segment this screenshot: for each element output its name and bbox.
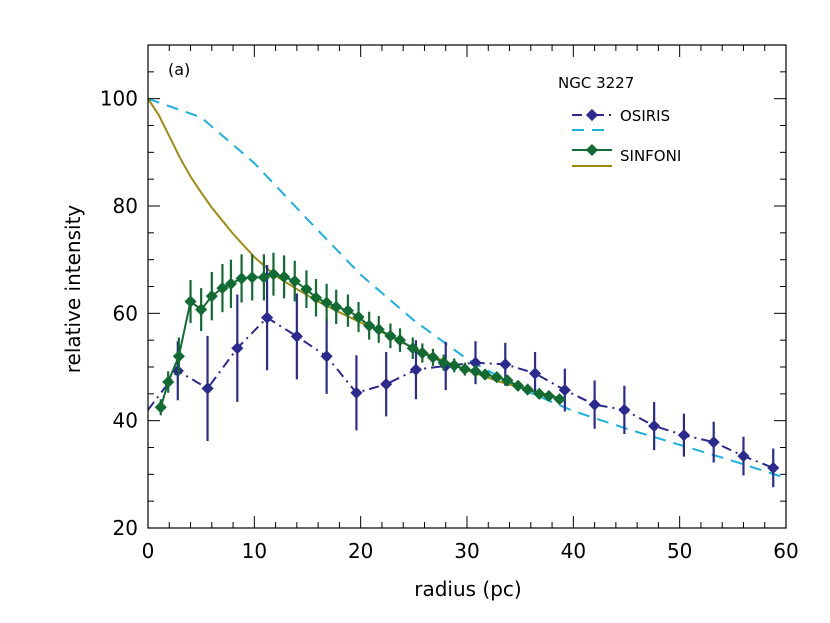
data-point [341,304,354,317]
series-osiris-data [147,265,780,488]
x-tick-label: 40 [561,539,586,563]
data-point [416,346,429,360]
data-point [309,291,323,304]
ticks-layer: 0 10 20 30 40 50 60 20 40 60 80 100 [100,44,799,563]
data-point [533,387,546,400]
data-point [558,384,571,397]
data-point [154,401,167,414]
data-point [290,330,303,343]
data-point [195,303,208,316]
data-point [393,334,407,347]
series-line-sinfoni-data [159,273,560,408]
data-point [246,271,259,284]
series-line-osiris-data [147,316,774,469]
data-point [521,383,534,396]
data-point [501,374,514,387]
legend-marker-osiris [585,108,599,122]
data-point [490,371,503,384]
x-axis-title: radius (pc) [414,577,521,601]
data-point [231,342,244,355]
data-point [184,295,197,308]
y-tick-label: 60 [113,301,138,325]
x-tick-label: 60 [773,539,798,563]
data-point [350,386,363,399]
data-point [300,283,313,296]
data-point [288,275,301,288]
data-point [707,436,720,449]
data-point [737,450,750,463]
data-point [162,375,175,389]
data-point [380,378,393,391]
series-sinfoni-model [147,98,563,400]
plot-layer [147,97,787,488]
data-point [201,382,214,395]
data-point [588,398,601,411]
data-point [406,342,419,355]
legend-marker-sinfoni [585,143,599,157]
data-point [320,296,333,309]
data-point [372,323,385,336]
data-point [224,277,238,290]
y-tick-label: 100 [100,87,138,111]
series-osiris-model [147,97,787,480]
data-point [437,356,450,369]
x-tick-label: 20 [348,539,373,563]
data-point [618,403,631,416]
x-tick-label: 30 [454,539,479,563]
data-point [216,282,229,295]
legend-label-osiris: OSIRIS [620,107,670,125]
y-tick-label: 80 [113,194,138,218]
data-point [261,311,274,324]
panel-label: (a) [168,60,190,79]
data-point [235,272,248,285]
x-tick-label: 0 [142,539,155,563]
data-point [278,270,291,283]
data-point [542,389,555,403]
data-point [384,329,397,342]
series-line-osiris-model [147,97,787,480]
data-point [267,268,280,281]
data-point [320,350,333,363]
data-point [767,461,780,474]
data-point [511,379,525,392]
data-point [426,351,440,364]
legend-title: NGC 3227 [558,74,634,92]
data-point [448,359,461,372]
legend: NGC 3227 OSIRIS SINFONI [558,74,681,167]
series-line-sinfoni-model [147,98,563,400]
data-point [458,363,471,376]
data-point [469,365,482,378]
data-point [172,350,185,363]
data-point [409,363,423,376]
data-point [479,368,492,381]
data-point [553,393,566,406]
data-point [677,429,690,442]
data-point [205,290,218,303]
series-sinfoni-data [154,252,566,416]
data-point [330,300,343,313]
data-point [363,319,376,332]
data-point [257,271,270,284]
y-axis-title: relative intensity [61,205,85,374]
x-tick-label: 50 [667,539,692,563]
data-point [499,358,512,371]
y-tick-label: 40 [113,409,138,433]
x-tick-label: 10 [242,539,267,563]
data-point [648,419,661,433]
data-point [352,311,365,324]
legend-label-sinfoni: SINFONI [620,147,681,165]
y-tick-label: 20 [113,516,138,540]
plot-frame [147,44,787,529]
data-point [528,367,542,380]
